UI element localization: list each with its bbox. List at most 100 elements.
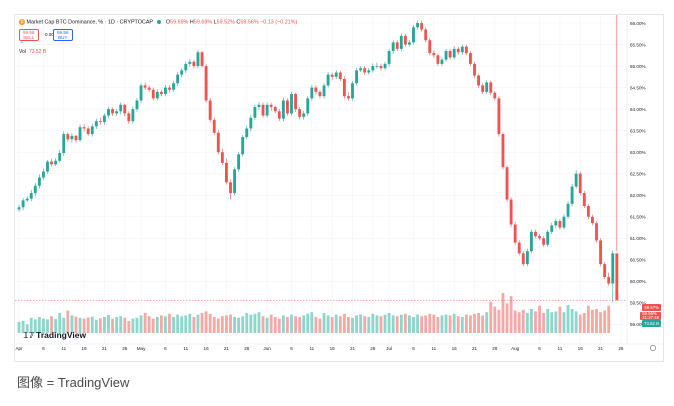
volume-bar xyxy=(273,317,277,333)
sell-button[interactable]: 59.56 SELL xyxy=(19,29,39,41)
high-label: H xyxy=(189,19,194,26)
candle-body xyxy=(192,61,196,67)
volume-bar xyxy=(578,314,582,333)
x-tick-label: 6 xyxy=(290,346,293,351)
volume-bar xyxy=(408,315,411,333)
volume-bar xyxy=(493,306,497,333)
candle-body xyxy=(318,91,322,97)
candle-body xyxy=(188,61,192,64)
volume-bar xyxy=(119,316,123,333)
candle-body xyxy=(225,162,228,183)
candle-body xyxy=(322,85,326,97)
volume-bar xyxy=(135,317,139,333)
volume-price-tag: 73.52 B xyxy=(642,320,661,327)
candle-body xyxy=(257,104,261,107)
volume-bar xyxy=(424,315,428,333)
volume-bar xyxy=(78,317,82,333)
collapse-legend-icon[interactable]: ⌃ xyxy=(19,42,25,48)
x-tick-label: 16 xyxy=(204,346,210,351)
candle-body xyxy=(127,113,131,122)
y-tick-label: 64.00% xyxy=(630,107,646,112)
candle-body xyxy=(326,74,330,86)
x-tick-label: 6 xyxy=(538,346,541,351)
y-tick-label: 65.50% xyxy=(630,42,646,47)
x-tick-label: 6 xyxy=(164,346,167,351)
volume-bar xyxy=(464,314,468,333)
candle-body xyxy=(29,193,33,199)
volume-bar xyxy=(33,319,37,333)
volume-bar xyxy=(428,313,432,333)
candle-body xyxy=(17,207,21,210)
candle-body xyxy=(310,87,314,99)
volume-bar xyxy=(595,309,598,333)
candle-body xyxy=(558,221,562,228)
buy-button[interactable]: 59.56 BUY xyxy=(53,29,73,41)
x-tick-label: 21 xyxy=(472,346,478,351)
high-value: 59.69% xyxy=(193,19,213,26)
bitcoin-coin-icon: ₿ xyxy=(19,19,25,25)
candle-body xyxy=(391,42,395,51)
candle-body xyxy=(119,104,123,112)
x-tick-label: 21 xyxy=(350,346,356,351)
change-value: −0.13 (−0.21%) xyxy=(260,19,298,26)
candle-body xyxy=(481,85,485,92)
candle-body xyxy=(302,113,306,117)
volume-bar xyxy=(314,317,318,333)
volume-bar xyxy=(204,311,208,333)
open-value: 59.69% xyxy=(170,19,189,26)
candle-body xyxy=(290,94,293,114)
candle-body xyxy=(46,161,49,172)
volume-bar xyxy=(440,315,444,333)
volume-bar xyxy=(505,303,509,333)
volume-bar xyxy=(241,316,245,333)
volume-bar xyxy=(582,313,586,333)
volume-bar xyxy=(103,317,106,333)
candle-body xyxy=(265,104,269,116)
candle-body xyxy=(233,169,236,194)
candle-body xyxy=(334,72,338,77)
candle-body xyxy=(220,152,224,163)
candle-body xyxy=(420,23,424,30)
buy-price: 59.56 xyxy=(57,30,69,35)
volume-bar xyxy=(212,317,216,333)
current-price-tag: 59.56% 21:37:48 xyxy=(640,311,661,320)
volume-bar xyxy=(550,312,554,333)
candle-body xyxy=(469,53,472,64)
candle-body xyxy=(135,100,139,110)
volume-bar xyxy=(399,314,403,333)
candle-body xyxy=(74,135,78,141)
volume-bar xyxy=(143,313,147,333)
candle-body xyxy=(281,100,285,119)
volume-bar xyxy=(188,313,192,333)
candle-body xyxy=(355,70,358,84)
symbol-title[interactable]: Market Cap BTC Dominance, % · 1D · CRYPT… xyxy=(26,19,153,26)
candle-body xyxy=(50,161,53,165)
volume-bar xyxy=(115,317,119,333)
volume-bar xyxy=(151,318,155,333)
last-price-tag: 59.57% xyxy=(642,304,661,311)
candle-body xyxy=(582,193,586,206)
chart-panel[interactable]: 66.00% 65.50% 65.00% 64.50% 64.00% 63.50% 63.0… xyxy=(14,14,664,362)
price-chart[interactable]: 66.00% 65.50% 65.00% 64.50% 64.00% 63.50% 63.0… xyxy=(15,15,663,361)
volume-bar xyxy=(460,317,464,333)
volume-bar xyxy=(58,313,62,333)
volume-bar xyxy=(444,314,448,333)
candle-body xyxy=(574,173,578,187)
candle-body xyxy=(176,74,180,84)
volume-bar xyxy=(351,317,354,333)
candle-body xyxy=(363,68,367,73)
x-tick-label: Jun xyxy=(263,346,271,351)
volume-bar xyxy=(286,317,289,333)
candle-body xyxy=(184,63,188,71)
candle-body xyxy=(456,48,460,53)
volume-bar xyxy=(562,312,566,333)
volume-bar xyxy=(558,306,562,333)
volume-bar xyxy=(603,310,607,333)
candle-body xyxy=(21,200,25,208)
candle-body xyxy=(521,253,525,265)
volume-bar xyxy=(326,315,330,333)
candle-body xyxy=(395,42,399,49)
candle-body xyxy=(448,50,452,58)
volume-bar xyxy=(416,314,419,333)
sell-label: SELL xyxy=(23,35,35,40)
